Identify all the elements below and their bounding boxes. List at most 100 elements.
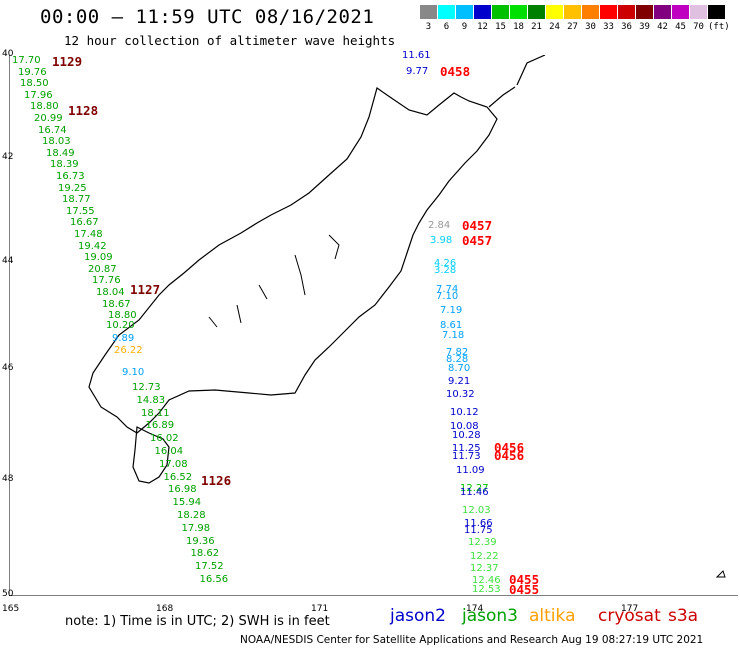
scale-label: 70 xyxy=(693,22,704,32)
scale-swatch xyxy=(600,5,617,19)
swh-label: 15.94 xyxy=(172,497,202,509)
swh-label: 16.56 xyxy=(199,574,229,585)
swh-label: 10.12 xyxy=(450,407,479,418)
swh-label: 3.98 xyxy=(430,235,453,246)
swh-label: 19.36 xyxy=(186,535,215,547)
map-svg xyxy=(9,55,738,596)
scale-label: 42 xyxy=(657,22,668,32)
swh-label: 16.98 xyxy=(168,484,197,496)
scale-swatch xyxy=(456,5,473,19)
time-label: 0456 xyxy=(494,440,525,455)
time-label: 0457 xyxy=(462,233,493,248)
scale-label: 3 xyxy=(425,22,432,32)
swh-label: 12.39 xyxy=(468,537,497,548)
swh-label: 14.83 xyxy=(136,394,166,406)
swh-label: 7.18 xyxy=(442,330,465,341)
swh-label: 18.80 xyxy=(30,101,59,113)
swh-label: 18.67 xyxy=(102,298,131,310)
lat-tick-label: 50 xyxy=(2,589,14,599)
scale-swatch xyxy=(672,5,689,19)
swh-label: 12.27 xyxy=(460,483,489,494)
swh-label: 12.22 xyxy=(470,551,499,562)
scale-label: 45 xyxy=(675,22,686,32)
scale-swatch xyxy=(546,5,563,19)
lon-tick-label: 168 xyxy=(156,604,174,614)
swh-label: 7.82 xyxy=(446,347,469,358)
time-label: 0455 xyxy=(509,582,540,597)
scale-swatch xyxy=(492,5,509,19)
scale-swatch xyxy=(528,5,545,19)
legend-jason2: jason2 xyxy=(390,606,446,626)
swh-label: 17.55 xyxy=(66,205,95,217)
scale-label: 33 xyxy=(603,22,614,32)
scale-label: 39 xyxy=(639,22,650,32)
swh-label: 18.80 xyxy=(108,310,137,322)
swh-label: 9.21 xyxy=(448,376,471,387)
lat-tick-label: 40 xyxy=(2,49,14,59)
swh-label: 8.70 xyxy=(448,363,471,374)
lon-tick-label: 165 xyxy=(2,604,20,614)
scale-label: 9 xyxy=(461,22,468,32)
lon-tick-label: 171 xyxy=(311,604,329,614)
legend-jason3: jason3 xyxy=(462,606,518,626)
swh-label: 17.98 xyxy=(181,522,211,534)
swh-label: 16.02 xyxy=(150,433,179,445)
swh-label: 11.75 xyxy=(464,525,493,536)
north-island-coastline xyxy=(488,55,546,108)
swh-label: 20.87 xyxy=(88,263,117,275)
scale-label: 15 xyxy=(495,22,506,32)
map-title: 00:00 – 11:59 UTC 08/16/2021 xyxy=(40,6,375,28)
swh-label: 19.42 xyxy=(78,240,107,252)
swh-label: 11.66 xyxy=(464,518,493,529)
scale-label: 21 xyxy=(531,22,542,32)
swh-label: 17.08 xyxy=(159,458,188,470)
scale-swatch xyxy=(582,5,599,19)
swh-label: 11.09 xyxy=(456,465,485,476)
scale-swatch xyxy=(510,5,527,19)
swh-label: 11.46 xyxy=(460,487,489,498)
swh-label: 16.04 xyxy=(154,446,184,457)
lat-tick-label: 48 xyxy=(2,474,14,484)
swh-label: 26.22 xyxy=(114,345,143,356)
scale-swatch xyxy=(708,5,725,19)
time-label: 0457 xyxy=(462,218,493,233)
swh-label: 18.03 xyxy=(42,136,71,148)
scale-label: 24 xyxy=(549,22,560,32)
scale-swatch xyxy=(636,5,653,19)
swh-label: 18.50 xyxy=(20,78,49,90)
lon-tick-label: 177 xyxy=(621,604,639,614)
swh-label: 20.99 xyxy=(34,113,63,124)
lat-tick-label: 46 xyxy=(2,363,14,373)
swh-label: 16.52 xyxy=(163,471,193,483)
time-label: 1127 xyxy=(130,282,161,297)
swh-label: 18.28 xyxy=(177,510,206,521)
scale-label: 27 xyxy=(567,22,578,32)
scale-label: (ft) xyxy=(708,22,730,32)
swh-label: 2.84 xyxy=(428,220,451,231)
chatham-island-marker xyxy=(715,570,726,578)
swh-label: 11.25 xyxy=(452,443,481,454)
swh-label: 19.76 xyxy=(18,66,47,78)
swh-label: 12.53 xyxy=(472,584,501,595)
scale-label: 18 xyxy=(513,22,524,32)
swh-label: 17.96 xyxy=(24,89,53,101)
swh-label: 12.46 xyxy=(472,575,501,586)
stewart-island-coastline xyxy=(132,426,170,484)
swh-label: 3.28 xyxy=(434,265,457,276)
time-label: 1126 xyxy=(201,473,232,488)
scale-swatch xyxy=(474,5,491,19)
swh-label: 16.74 xyxy=(38,124,67,136)
scale-swatch xyxy=(690,5,707,19)
swh-label: 18.62 xyxy=(190,548,220,560)
time-label: 1129 xyxy=(52,54,83,69)
swh-label: 10.28 xyxy=(452,430,481,441)
swh-label: 12.73 xyxy=(132,382,161,393)
swh-label: 8.28 xyxy=(446,354,469,365)
lat-tick-label: 44 xyxy=(2,256,14,266)
swh-label: 18.49 xyxy=(46,147,75,159)
swh-label: 17.48 xyxy=(74,229,103,240)
scale-swatch xyxy=(438,5,455,19)
scale-label: 12 xyxy=(477,22,488,32)
scale-label: 30 xyxy=(585,22,596,32)
swh-label: 19.09 xyxy=(84,252,113,264)
